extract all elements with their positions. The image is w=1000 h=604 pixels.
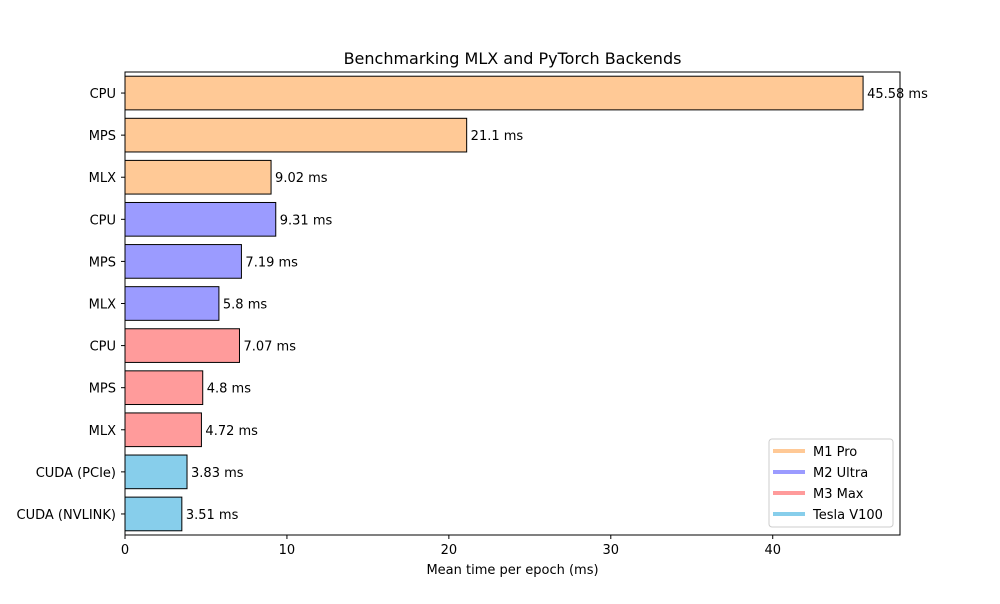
bar-value-label: 45.58 ms — [867, 87, 928, 102]
bar — [124, 244, 242, 279]
y-tick-label: MLX — [89, 171, 116, 186]
legend-label: M2 Ultra — [813, 466, 868, 481]
axes-layer: CPU MPS MLX CPU MPS MLX CPU MPS MLX CUDA (PCIe) CU… — [17, 87, 781, 558]
bar-value-label: 7.07 ms — [243, 340, 296, 355]
y-tick-label: MLX — [89, 424, 116, 439]
y-tick-label: MPS — [89, 129, 116, 144]
legend-label: Tesla V100 — [812, 508, 883, 523]
chart-title: Benchmarking MLX and PyTorch Backends — [344, 49, 682, 68]
x-axis-label: Mean time per epoch (ms) — [426, 563, 598, 578]
bar-value-label: 4.8 ms — [207, 382, 251, 397]
bar — [124, 201, 277, 237]
bar — [124, 75, 864, 111]
legend-label: M3 Max — [813, 487, 864, 502]
legend: M1 Pro M2 Ultra M3 Max Tesla V100 — [768, 438, 894, 528]
x-tick-label: 10 — [279, 543, 296, 558]
x-tick-label: 0 — [121, 543, 129, 558]
y-tick-label: CPU — [90, 87, 116, 102]
legend-label: M1 Pro — [813, 445, 857, 460]
bar-value-label: 3.83 ms — [191, 466, 244, 481]
y-tick-label: CUDA (NVLINK) — [17, 508, 117, 523]
legend-frame — [768, 438, 894, 528]
bar — [124, 328, 240, 363]
bar-value-label: 21.1 ms — [471, 129, 524, 144]
bar — [124, 159, 272, 195]
bar-value-label: 9.02 ms — [275, 171, 328, 186]
bar — [124, 286, 220, 321]
bar-value-label: 9.31 ms — [280, 213, 333, 228]
y-tick-label: MPS — [89, 255, 116, 270]
bar-value-label: 5.8 ms — [223, 298, 267, 313]
y-tick-label: CPU — [90, 213, 116, 228]
bar-value-label: 4.72 ms — [205, 424, 258, 439]
bar — [124, 454, 188, 490]
y-tick-label: CPU — [90, 340, 116, 355]
bar — [124, 370, 204, 406]
x-tick-label: 20 — [441, 543, 458, 558]
bar — [124, 117, 468, 153]
bars-layer: 45.58 ms 21.1 ms 9.02 ms 9.31 ms 7.19 ms 5.8 … — [124, 75, 928, 532]
bar — [124, 412, 202, 448]
y-tick-label: MLX — [89, 298, 116, 313]
bar — [124, 496, 183, 532]
y-tick-label: CUDA (PCIe) — [36, 466, 116, 481]
x-tick-label: 30 — [603, 543, 620, 558]
x-tick-label: 40 — [764, 543, 781, 558]
bar-value-label: 3.51 ms — [186, 508, 239, 523]
bar-value-label: 7.19 ms — [245, 255, 298, 270]
y-tick-label: MPS — [89, 382, 116, 397]
